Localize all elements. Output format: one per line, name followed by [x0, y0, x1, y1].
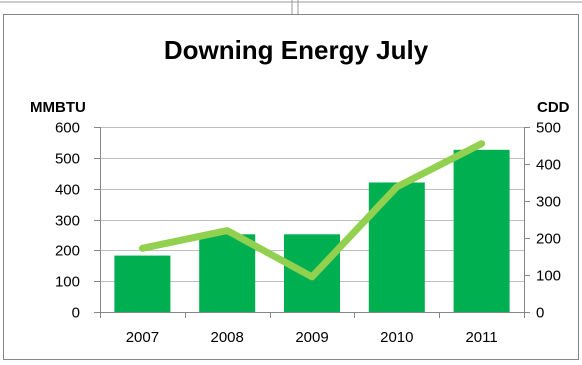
x-tick-label: 2007 — [126, 329, 159, 346]
y-tick-label: 400 — [55, 182, 80, 199]
bar — [114, 256, 170, 312]
x-tick-label: 2011 — [465, 329, 497, 346]
x-tick-label: 2008 — [211, 329, 244, 346]
y2-tick-label: 300 — [536, 194, 561, 211]
y-tick-label: 500 — [55, 151, 80, 168]
y-tick-label: 600 — [55, 120, 80, 137]
y2-tick-label: 400 — [536, 157, 561, 174]
y2-tick-label: 0 — [536, 305, 544, 322]
y-tick-label: 300 — [55, 213, 80, 230]
y2-tick-label: 200 — [536, 231, 561, 248]
y-tick-label: 100 — [55, 274, 80, 291]
x-tick-label: 2010 — [380, 329, 413, 346]
y2-tick-label: 500 — [536, 120, 561, 137]
bar — [369, 183, 425, 313]
chart-title: Downing Energy July — [164, 35, 429, 65]
x-tick-label: 2009 — [295, 329, 328, 346]
bar — [454, 150, 510, 312]
y2-axis-label: CDD — [537, 99, 570, 116]
y2-tick-label: 100 — [536, 268, 561, 285]
y-axis-label: MMBTU — [30, 99, 86, 116]
bar — [199, 234, 255, 312]
y-tick-label: 0 — [72, 305, 80, 322]
y-tick-label: 200 — [55, 243, 80, 260]
